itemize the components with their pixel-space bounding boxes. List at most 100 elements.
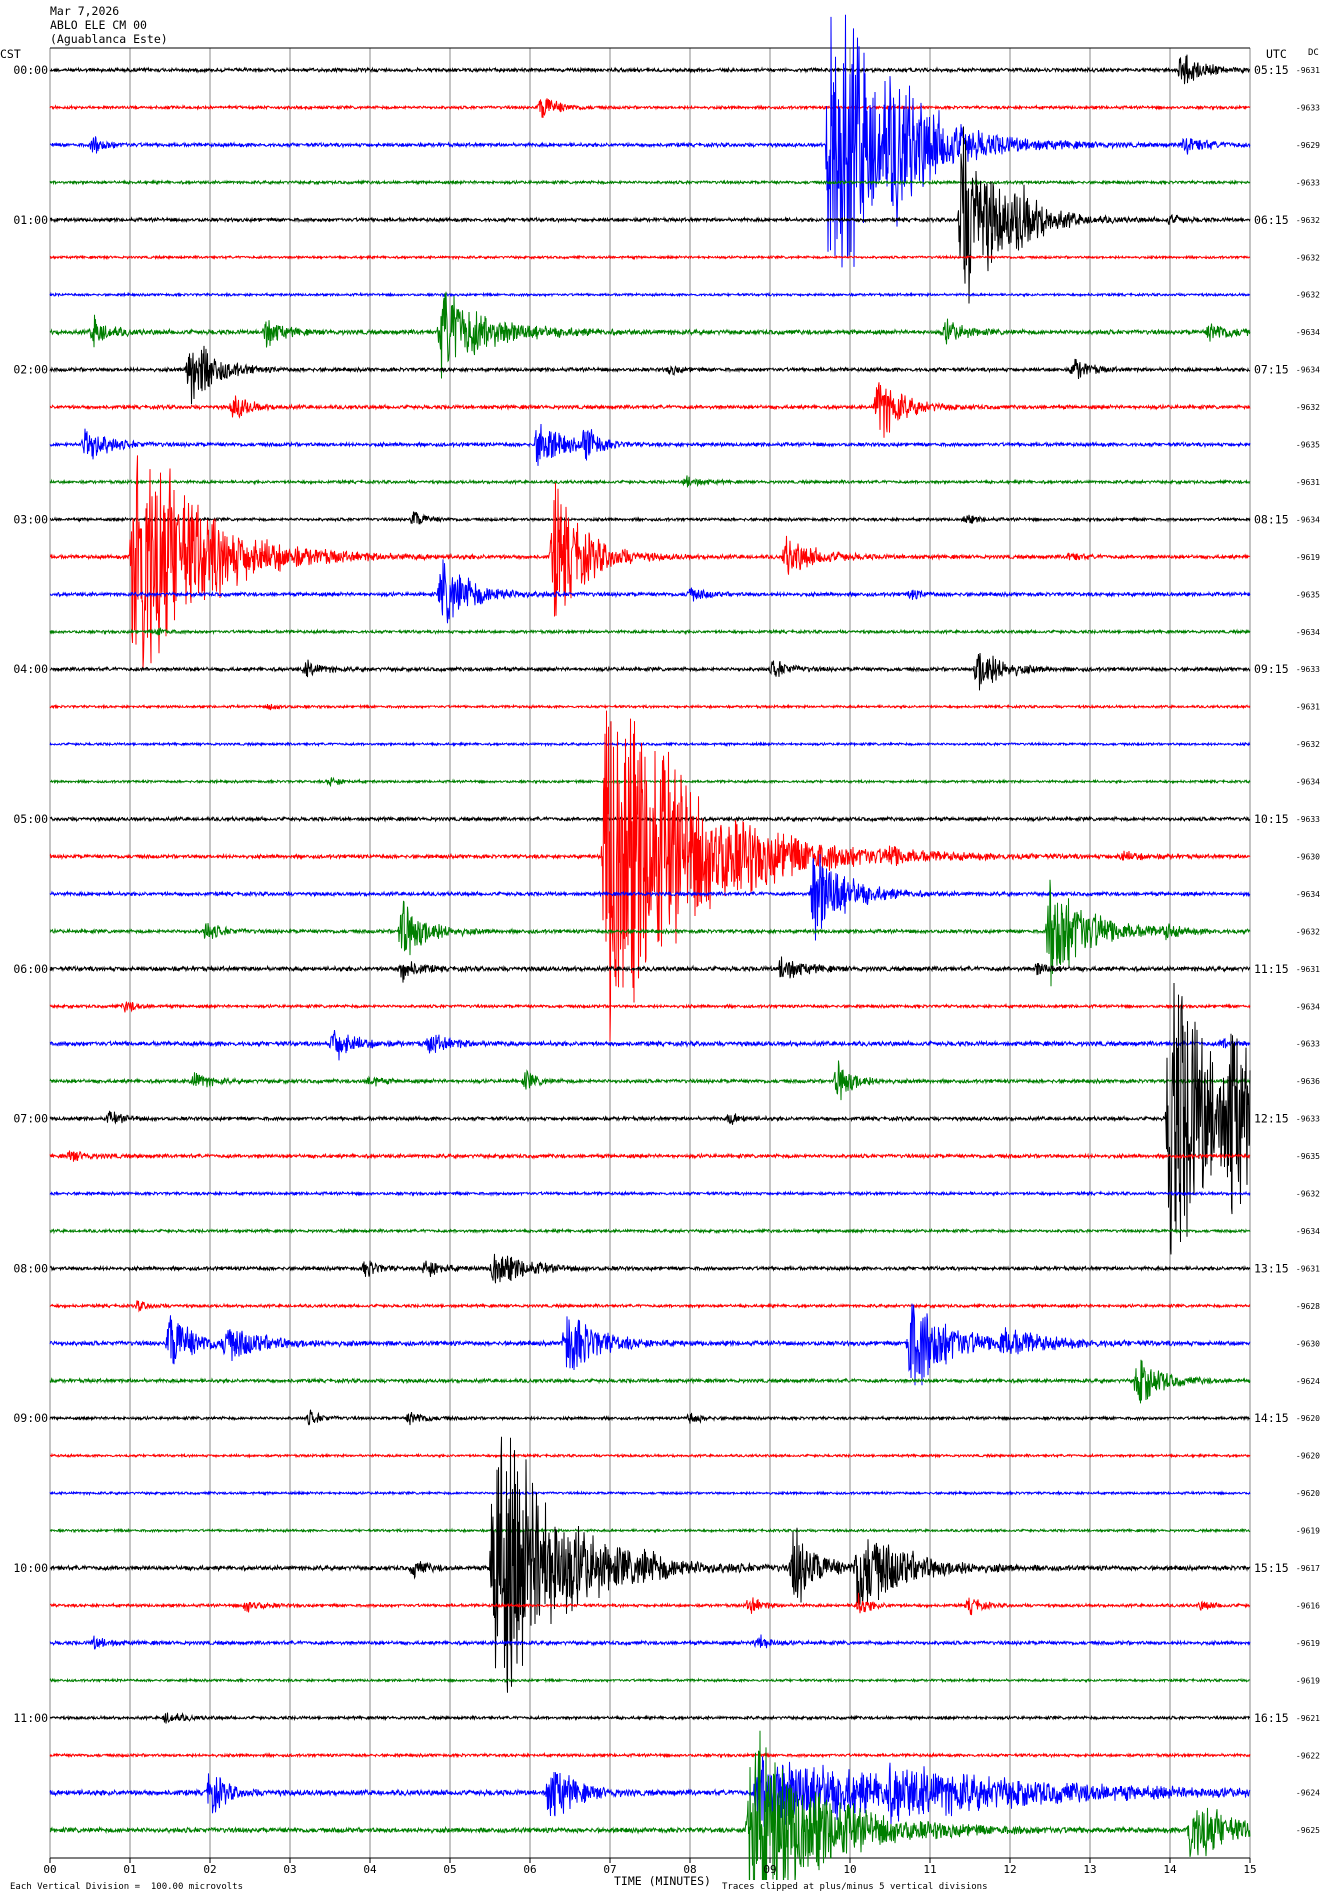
trace-row-42 — [49, 1634, 1251, 1650]
x-tick-label: 01 — [123, 1863, 136, 1876]
trace-row-19 — [50, 776, 1251, 787]
trace-row-9 — [49, 382, 1251, 438]
header-station: ABLO ELE CM 00 — [50, 18, 147, 32]
right-hour-label: 07:15 — [1254, 363, 1289, 377]
dc-offset-label: -9631 — [1296, 703, 1320, 712]
dc-offset-label: -9632 — [1296, 1190, 1320, 1199]
right-hour-label: 06:15 — [1254, 213, 1289, 227]
trace-row-21 — [49, 710, 1251, 1042]
dc-offset-label: -9634 — [1296, 366, 1320, 375]
trace-row-23 — [49, 879, 1251, 987]
dc-offset-label: -9636 — [1296, 1077, 1320, 1086]
dc-offset-label: -9633 — [1296, 815, 1320, 824]
dc-offset-label: -9628 — [1296, 1302, 1320, 1311]
right-hour-label: 08:15 — [1254, 512, 1289, 526]
left-hour-label: 04:00 — [13, 662, 48, 676]
dc-offset-label: -9632 — [1296, 253, 1320, 262]
trace-row-36 — [49, 1409, 1251, 1426]
dc-offset-label: -9630 — [1296, 852, 1320, 861]
axis-labels: 00 01 02 03 04 05 06 07 08 09 10 11 12 13 14 15 -9631 00:… — [13, 63, 1320, 1876]
x-axis-title: TIME (MINUTES) — [614, 1874, 711, 1888]
trace-row-13 — [50, 455, 1251, 669]
dc-offset-label: -9634 — [1296, 1002, 1320, 1011]
trace-row-24 — [49, 956, 1251, 983]
trace-row-44 — [49, 1712, 1251, 1724]
x-tick-label: 02 — [203, 1863, 216, 1876]
right-hour-label: 12:15 — [1254, 1112, 1289, 1126]
dc-offset-label: -9619 — [1296, 1639, 1320, 1648]
left-hour-label: 01:00 — [13, 213, 48, 227]
right-hour-label: 14:15 — [1254, 1411, 1289, 1425]
left-hour-label: 07:00 — [13, 1112, 48, 1126]
x-tick-label: 04 — [363, 1863, 377, 1876]
left-hour-label: 05:00 — [13, 812, 48, 826]
dc-offset-label: -9633 — [1296, 1115, 1320, 1124]
left-hour-label: 09:00 — [13, 1411, 48, 1425]
trace-row-16 — [49, 652, 1251, 691]
right-hour-label: 05:15 — [1254, 63, 1289, 77]
trace-row-39 — [49, 1527, 1251, 1534]
dc-offset-label: -9624 — [1296, 1789, 1320, 1798]
trace-row-8 — [49, 345, 1251, 405]
x-tick-label: 06 — [523, 1863, 536, 1876]
x-tick-label: 14 — [1163, 1863, 1177, 1876]
dc-offset-label: -9632 — [1296, 403, 1320, 412]
dc-offset-label: -9620 — [1296, 1489, 1320, 1498]
x-tick-label: 09 — [763, 1863, 776, 1876]
dc-offset-label: -9617 — [1296, 1564, 1320, 1573]
dc-offset-label: -9635 — [1296, 590, 1320, 599]
dc-offset-label: -9620 — [1296, 1414, 1320, 1423]
trace-row-32 — [49, 1253, 1251, 1284]
trace-row-34 — [49, 1303, 1251, 1386]
dc-offset-label: -9632 — [1296, 740, 1320, 749]
dc-offset-label: -9621 — [1296, 1714, 1320, 1723]
left-hour-label: 08:00 — [13, 1261, 48, 1275]
dc-offset-label: -9629 — [1296, 141, 1320, 150]
right-hour-label: 16:15 — [1254, 1711, 1289, 1725]
dc-offset-label: -9632 — [1296, 216, 1320, 225]
dc-offset-label: -9633 — [1296, 103, 1320, 112]
dc-offset-label: -9620 — [1296, 1452, 1320, 1461]
trace-row-5 — [49, 254, 1251, 261]
dc-offset-label: -9619 — [1296, 1527, 1320, 1536]
trace-row-45 — [49, 1751, 1251, 1759]
dc-offset-label: -9634 — [1296, 328, 1320, 337]
trace-row-35 — [49, 1359, 1251, 1404]
header-location: (Aguablanca Este) — [50, 32, 168, 46]
x-tick-label: 11 — [923, 1863, 936, 1876]
dc-offset-label: -9631 — [1296, 478, 1320, 487]
trace-row-0 — [49, 54, 1251, 85]
trace-row-27 — [49, 1060, 1251, 1101]
trace-row-29 — [49, 1150, 1251, 1162]
dc-offset-label: -9624 — [1296, 1377, 1320, 1386]
dc-offset-label: -9634 — [1296, 778, 1320, 787]
trace-row-40 — [49, 1436, 1251, 1693]
left-hour-label: 00:00 — [13, 63, 48, 77]
seismic-traces — [49, 14, 1251, 1880]
trace-row-37 — [50, 1452, 1251, 1459]
x-tick-label: 07 — [603, 1863, 616, 1876]
left-hour-label: 06:00 — [13, 962, 48, 976]
right-hour-label: 15:15 — [1254, 1561, 1289, 1575]
x-tick-label: 00 — [43, 1863, 56, 1876]
dc-offset-label: -9633 — [1296, 178, 1320, 187]
trace-row-18 — [49, 740, 1251, 748]
x-tick-label: 05 — [443, 1863, 456, 1876]
trace-row-31 — [49, 1227, 1251, 1235]
dc-offset-label: -9632 — [1296, 927, 1320, 936]
dc-offset-label: -9635 — [1296, 1152, 1320, 1161]
dc-offset-label: -9619 — [1296, 553, 1320, 562]
dc-offset-label: -9632 — [1296, 291, 1320, 300]
dc-offset-label: -9625 — [1296, 1826, 1320, 1835]
right-hour-label: 10:15 — [1254, 812, 1289, 826]
trace-row-15 — [49, 626, 1251, 636]
x-tick-label: 15 — [1243, 1863, 1256, 1876]
trace-row-30 — [49, 1190, 1251, 1197]
dc-offset-label: -9631 — [1296, 66, 1320, 75]
trace-row-1 — [49, 98, 1251, 118]
trace-row-3 — [49, 179, 1251, 186]
dc-offset-label: -9633 — [1296, 665, 1320, 674]
trace-row-6 — [49, 291, 1251, 298]
trace-row-2 — [49, 14, 1251, 268]
